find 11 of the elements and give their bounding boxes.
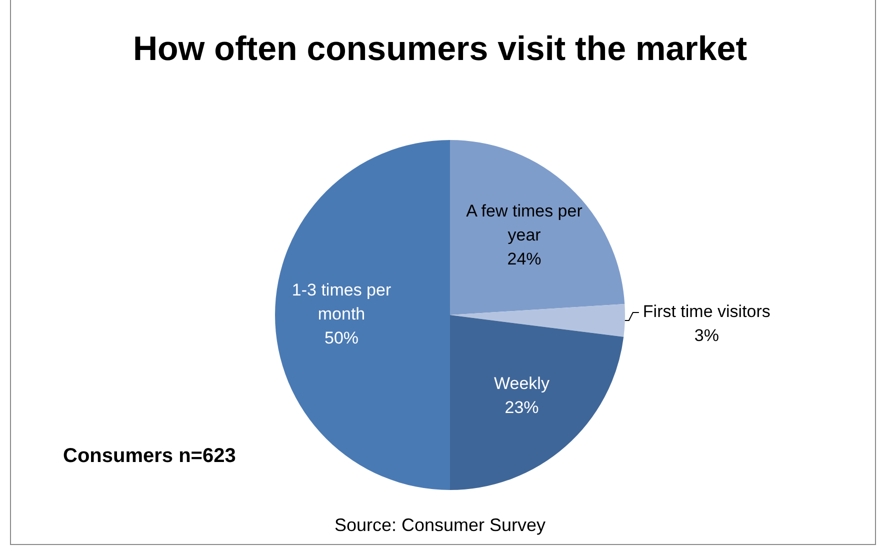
- source-note: Source: Consumer Survey: [333, 515, 547, 536]
- slice-label: First time visitors: [642, 302, 770, 322]
- text: Consumers n=623: [63, 445, 236, 468]
- slice-label: Weekly: [494, 374, 550, 394]
- data-label: 3%: [694, 326, 719, 346]
- data-label: 24%: [507, 250, 542, 269]
- data-label: 23%: [504, 398, 539, 418]
- slice-label: A few times per year: [466, 202, 583, 245]
- data-label: 50%: [324, 328, 359, 348]
- slice-label: 1-3 times per month: [292, 280, 392, 324]
- chart-title: How often consumers visit the market: [132, 30, 748, 69]
